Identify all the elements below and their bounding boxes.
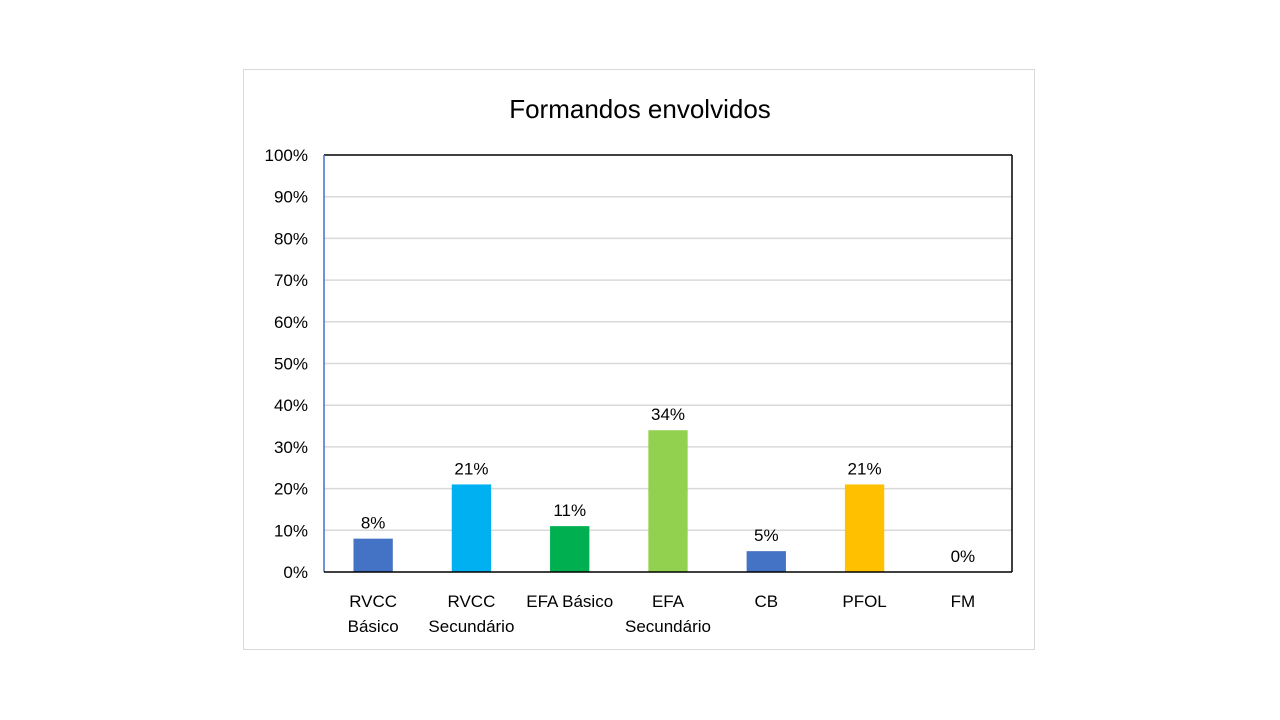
y-tick-label: 30% xyxy=(274,438,308,457)
x-category-label: FM xyxy=(951,592,976,611)
bar xyxy=(550,526,590,572)
y-tick-label: 20% xyxy=(274,480,308,499)
y-tick-label: 100% xyxy=(265,146,308,165)
x-category-label: CB xyxy=(754,592,778,611)
data-label: 5% xyxy=(754,526,779,545)
data-label: 11% xyxy=(553,501,586,520)
y-tick-label: 90% xyxy=(274,188,308,207)
x-category-label-line: Básico xyxy=(348,617,399,636)
axes xyxy=(323,154,1013,573)
chart-frame: Formandos envolvidos 0% 10% 20% 30% 40% 50% 60… xyxy=(243,69,1035,650)
data-label: 8% xyxy=(361,514,386,533)
bar xyxy=(746,551,786,572)
x-category-label: PFOL xyxy=(842,592,886,611)
y-tick-label: 80% xyxy=(274,229,308,248)
x-category-label-line: Secundário xyxy=(428,617,514,636)
data-label: 21% xyxy=(454,459,488,478)
x-category-label-line: CB xyxy=(754,592,778,611)
data-label: 21% xyxy=(848,459,882,478)
y-tick-label: 40% xyxy=(274,396,308,415)
x-category-label-line: EFA xyxy=(652,592,685,611)
y-tick-label: 60% xyxy=(274,313,308,332)
bar xyxy=(648,430,688,572)
bar xyxy=(844,484,885,572)
y-tick-label: 50% xyxy=(274,355,308,374)
x-category-label-line: PFOL xyxy=(842,592,886,611)
x-category-label: RVCC Básico xyxy=(348,592,399,636)
bar-chart: Formandos envolvidos 0% 10% 20% 30% 40% 50% 60… xyxy=(265,94,1013,636)
data-label: 34% xyxy=(651,405,685,424)
bars xyxy=(353,430,885,572)
x-category-label-line: RVCC xyxy=(447,592,495,611)
x-category-label: EFA Secundário xyxy=(625,592,711,636)
chart-title: Formandos envolvidos xyxy=(509,94,771,124)
gridlines xyxy=(324,195,1012,532)
x-axis-categories: RVCC Básico RVCC Secundário EFA Básico EFA Sec… xyxy=(348,592,976,636)
x-category-label-line: EFA Básico xyxy=(526,592,613,611)
x-category-label: RVCC Secundário xyxy=(428,592,514,636)
x-category-label-line: Secundário xyxy=(625,617,711,636)
bar xyxy=(451,484,492,572)
x-category-label-line: RVCC xyxy=(349,592,397,611)
y-tick-label: 70% xyxy=(274,271,308,290)
x-category-label-line: FM xyxy=(951,592,976,611)
y-tick-label: 0% xyxy=(283,563,308,582)
y-tick-label: 10% xyxy=(274,521,308,540)
bar xyxy=(353,538,393,572)
data-label: 0% xyxy=(951,547,976,566)
y-axis-ticks: 0% 10% 20% 30% 40% 50% 60% 70% 80% 90% 100% xyxy=(265,146,308,582)
data-labels: 8% 21% 11% 34% 5% 21% 0% xyxy=(361,405,975,566)
x-category-label: EFA Básico xyxy=(526,592,613,611)
